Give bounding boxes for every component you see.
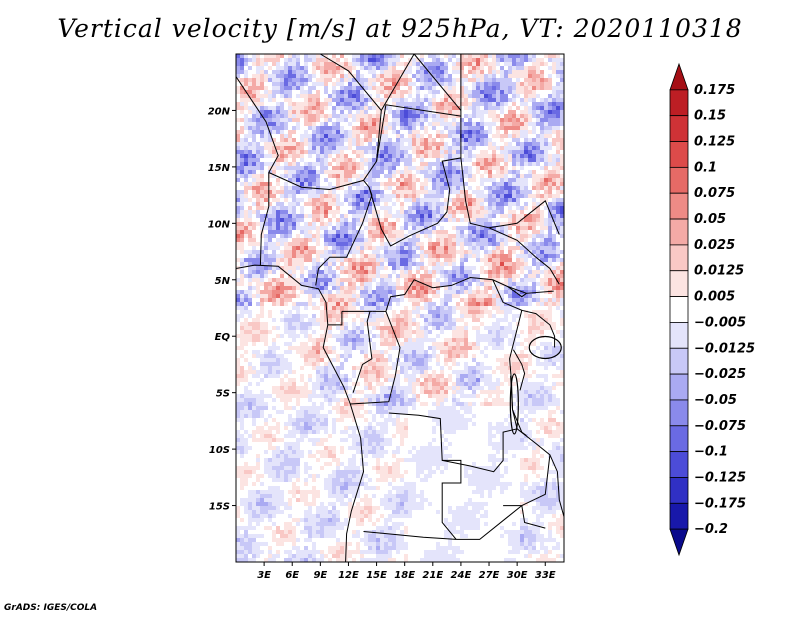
colorbar: 0.175 0.15 0.125 0.1 0.075 0.05 0.025 0.0125 0.0… bbox=[669, 62, 755, 557]
colorbar-label: 0.005 bbox=[694, 290, 735, 305]
country-borders bbox=[235, 53, 565, 563]
colorbar-label: 0.05 bbox=[694, 212, 726, 227]
lat-tick-label: 5S bbox=[216, 389, 230, 400]
latitude-axis: 20N 15N 10N 5N EQ 5S 10S 15S bbox=[208, 106, 236, 513]
colorbar-label: −0.075 bbox=[694, 419, 746, 434]
colorbar-label: −0.025 bbox=[694, 367, 746, 382]
map-frame bbox=[235, 53, 565, 563]
colorbar-swatch bbox=[669, 115, 689, 142]
colorbar-swatch bbox=[669, 425, 689, 453]
lon-tick-label: 30E bbox=[507, 570, 528, 581]
lon-tick-label: 12E bbox=[338, 570, 359, 581]
colorbar-swatch bbox=[669, 322, 689, 349]
colorbar-label: 0.15 bbox=[694, 109, 726, 124]
lon-tick-label: 27E bbox=[479, 570, 500, 581]
colorbar-swatch bbox=[669, 270, 689, 297]
colorbar-label: −0.125 bbox=[694, 470, 746, 485]
lat-tick-label: 20N bbox=[208, 106, 231, 117]
lon-tick-label: 21E bbox=[422, 570, 443, 581]
colorbar-label: 0.1 bbox=[694, 160, 717, 175]
colorbar-swatch bbox=[669, 192, 689, 220]
colorbar-swatch bbox=[669, 373, 689, 401]
lon-tick-label: 3E bbox=[257, 570, 271, 581]
colorbar-swatch bbox=[669, 218, 689, 246]
colorbar-label: 0.125 bbox=[694, 135, 735, 150]
lat-tick-label: 10N bbox=[208, 219, 231, 230]
colorbar-swatch bbox=[669, 477, 689, 504]
colorbar-label: −0.005 bbox=[694, 315, 746, 330]
colorbar-label: 0.075 bbox=[694, 186, 735, 201]
colorbar-label: −0.2 bbox=[694, 522, 728, 537]
colorbar-label: −0.0125 bbox=[694, 341, 755, 356]
lat-tick-label: 15N bbox=[208, 163, 231, 174]
colorbar-swatch bbox=[669, 347, 689, 375]
colorbar-label: −0.175 bbox=[694, 496, 746, 511]
lat-tick-label: 15S bbox=[209, 502, 230, 513]
lon-tick-label: 9E bbox=[313, 570, 327, 581]
colorbar-swatch bbox=[669, 62, 689, 91]
colorbar-swatch bbox=[669, 89, 689, 117]
lon-tick-label: 15E bbox=[366, 570, 387, 581]
lat-tick-label: 5N bbox=[215, 276, 231, 287]
colorbar-swatch bbox=[669, 399, 689, 427]
lat-tick-label: 10S bbox=[209, 445, 230, 456]
grads-credit: GrADS: IGES/COLA bbox=[4, 603, 98, 613]
colorbar-swatch bbox=[669, 296, 689, 323]
colorbar-label: 0.175 bbox=[694, 83, 735, 98]
colorbar-label: −0.1 bbox=[694, 445, 728, 460]
lon-tick-label: 33E bbox=[535, 570, 556, 581]
colorbar-label: 0.0125 bbox=[694, 264, 744, 279]
colorbar-swatch bbox=[669, 141, 689, 168]
lon-tick-label: 6E bbox=[285, 570, 299, 581]
colorbar-swatch bbox=[669, 451, 689, 478]
lon-tick-label: 18E bbox=[394, 570, 415, 581]
lat-tick-label: EQ bbox=[215, 332, 231, 343]
colorbar-swatch bbox=[669, 166, 689, 194]
velocity-field bbox=[236, 54, 564, 562]
map-title: Vertical velocity [m/s] at 925hPa, VT: 2… bbox=[57, 14, 743, 43]
longitude-axis: 3E 6E 9E 12E 15E 18E 21E 24E 27E 30E 33E bbox=[257, 562, 556, 581]
colorbar-label: −0.05 bbox=[694, 393, 737, 408]
colorbar-swatch bbox=[669, 244, 689, 272]
lon-tick-label: 24E bbox=[451, 570, 472, 581]
colorbar-swatch bbox=[669, 528, 689, 557]
colorbar-label: 0.025 bbox=[694, 238, 735, 253]
colorbar-swatch bbox=[669, 502, 689, 530]
